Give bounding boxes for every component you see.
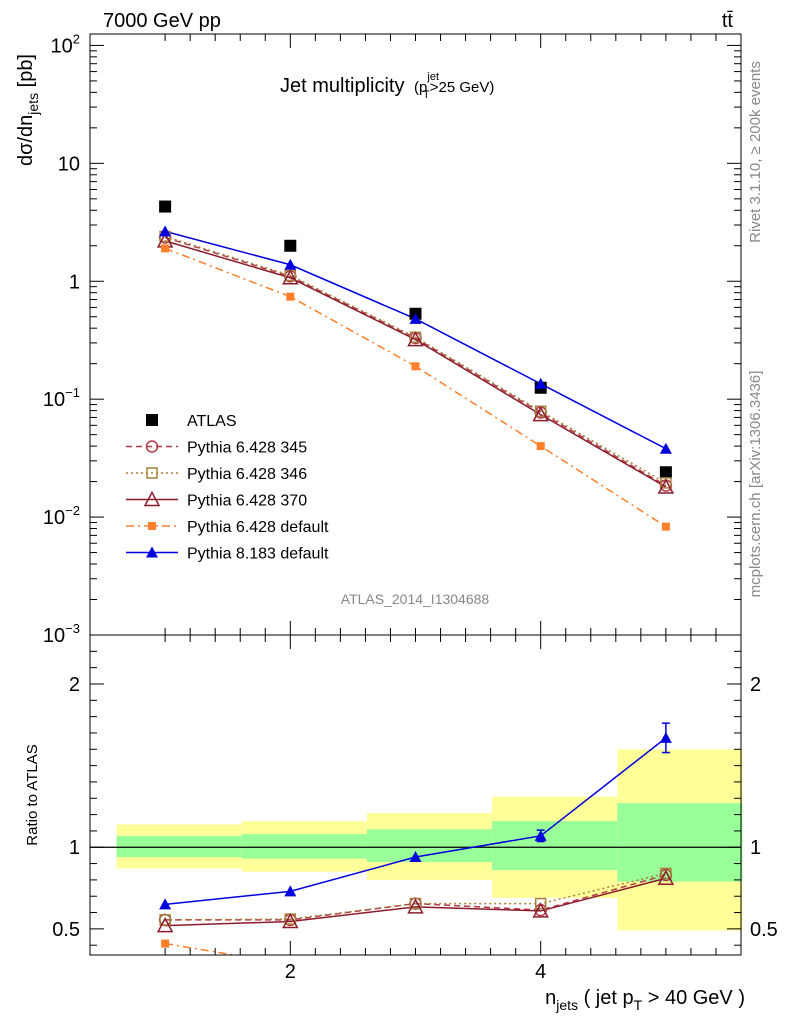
legend-label-atlas: ATLAS — [187, 413, 237, 430]
main-point-p346 — [660, 477, 672, 489]
legend: ATLAS Pythia 6.428 345 Pythia 6.428 346 Pyt… — [126, 413, 329, 563]
main-y-tick-label: 102 — [51, 31, 80, 57]
ratio-y-tick-label-right: 0.5 — [750, 919, 778, 941]
main-y-tick-label: 10−2 — [43, 503, 80, 529]
ratio-point-p8default — [409, 851, 422, 863]
main-y-tick-label: 1 — [69, 271, 80, 293]
main-point-p8default — [159, 225, 172, 237]
main-series-markers — [156, 200, 675, 531]
legend-label-p346: Pythia 6.428 346 — [187, 466, 307, 483]
legend-marker-p346 — [146, 467, 158, 479]
legend-marker-p370 — [143, 490, 161, 507]
legend-label-p370: Pythia 6.428 370 — [187, 493, 307, 510]
ratio-series-markers — [156, 722, 675, 948]
ratio-band-inner — [241, 834, 367, 859]
ratio-point-p8default — [284, 885, 297, 897]
ratio-x-tick-label: 2 — [285, 961, 296, 983]
ratio-point-p370 — [657, 869, 675, 886]
ratio-y-tick-label-right: 1 — [750, 837, 761, 859]
legend-marker-p6default — [148, 522, 156, 530]
main-point-atlas — [159, 200, 172, 213]
ratio-band-inner — [617, 803, 743, 882]
main-y-tick-labels: 102 10 1 10−1 10−2 10−3 — [43, 31, 80, 647]
main-line-p370 — [164, 240, 667, 488]
main-y-tick-label: 10−1 — [43, 385, 80, 411]
ratio-point-p8default — [534, 829, 547, 841]
ratio-point-p370 — [407, 898, 424, 914]
ratio-line-p346 — [165, 872, 667, 921]
ratio-band-inner — [492, 821, 618, 871]
main-title: Jet multiplicity (pjet T>25 GeV) — [280, 71, 494, 101]
main-y-tick-label: 10 — [58, 153, 80, 175]
main-y-axis-label: dσ/dnjets [pb] — [15, 54, 41, 166]
ratio-y-tick-label-left: 1 — [69, 837, 80, 859]
mcplots-label: mcplots.cern.ch [arXiv:1306.3436] — [747, 371, 764, 598]
main-point-p370 — [282, 269, 299, 285]
ratio-point-p346 — [534, 897, 547, 910]
process-label: tt̄ — [722, 10, 734, 32]
ratio-y-tick-labels: 2 2 1 1 0.5 0.5 — [52, 674, 778, 941]
main-point-p8default — [409, 312, 422, 324]
main-point-atlas — [284, 239, 297, 252]
ratio-y-tick-label-left: 2 — [69, 674, 80, 696]
ratio-point-p8default — [159, 898, 172, 910]
legend-label-p6default: Pythia 6.428 default — [187, 519, 329, 536]
legend-marker-p8default — [146, 546, 158, 558]
ratio-point-p346 — [660, 867, 672, 880]
energy-label: 7000 GeV pp — [103, 10, 221, 32]
legend-label-p8default: Pythia 8.183 default — [187, 546, 329, 563]
ratio-point-p8default — [659, 731, 672, 743]
main-point-p370 — [657, 478, 675, 494]
ratio-band-inner — [116, 835, 242, 858]
main-point-p6default — [286, 292, 295, 301]
ratio-line-p6default — [164, 942, 235, 956]
main-line-p346 — [164, 235, 667, 484]
ratio-point-p346 — [159, 914, 171, 926]
ratio-band-inner — [366, 829, 493, 862]
main-point-p6default — [536, 442, 545, 451]
ratio-point-p6default — [161, 939, 170, 948]
main-point-p6default — [661, 522, 670, 531]
ratio-point-p370 — [282, 912, 299, 929]
ratio-y-tick-label-left: 0.5 — [52, 919, 80, 941]
main-point-p8default — [659, 442, 672, 454]
ratio-y-axis-label: Ratio to ATLAS — [24, 744, 41, 845]
ratio-axis-ticks — [90, 635, 742, 955]
main-point-p6default — [411, 362, 420, 371]
main-point-p8default — [284, 258, 297, 270]
x-axis-label: njets ( jet pT > 40 GeV ) — [545, 987, 745, 1013]
main-point-p370 — [407, 331, 424, 347]
legend-label-p345: Pythia 6.428 345 — [187, 440, 307, 457]
ratio-x-tick-label: 4 — [535, 961, 546, 983]
ratio-point-p370 — [532, 902, 549, 918]
ratio-y-tick-label-right: 2 — [750, 674, 761, 696]
legend-marker-p345 — [145, 440, 159, 453]
analysis-watermark: ATLAS_2014_I1304688 — [341, 591, 490, 607]
ratio-point-p370 — [156, 917, 174, 933]
ratio-line-p370 — [165, 877, 667, 927]
main-panel: 102 10 1 10−1 10−2 10−3 Jet multiplicity (pje… — [15, 31, 742, 647]
legend-marker-atlas — [146, 414, 158, 426]
main-point-p6default — [161, 244, 170, 253]
main-point-p8default — [534, 377, 547, 389]
main-y-tick-label: 10−3 — [43, 621, 80, 647]
main-point-p370 — [532, 406, 549, 422]
main-point-atlas — [659, 466, 672, 479]
main-line-p6default — [164, 247, 667, 528]
rivet-label: Rivet 3.1.10, ≥ 200k events — [747, 61, 764, 243]
